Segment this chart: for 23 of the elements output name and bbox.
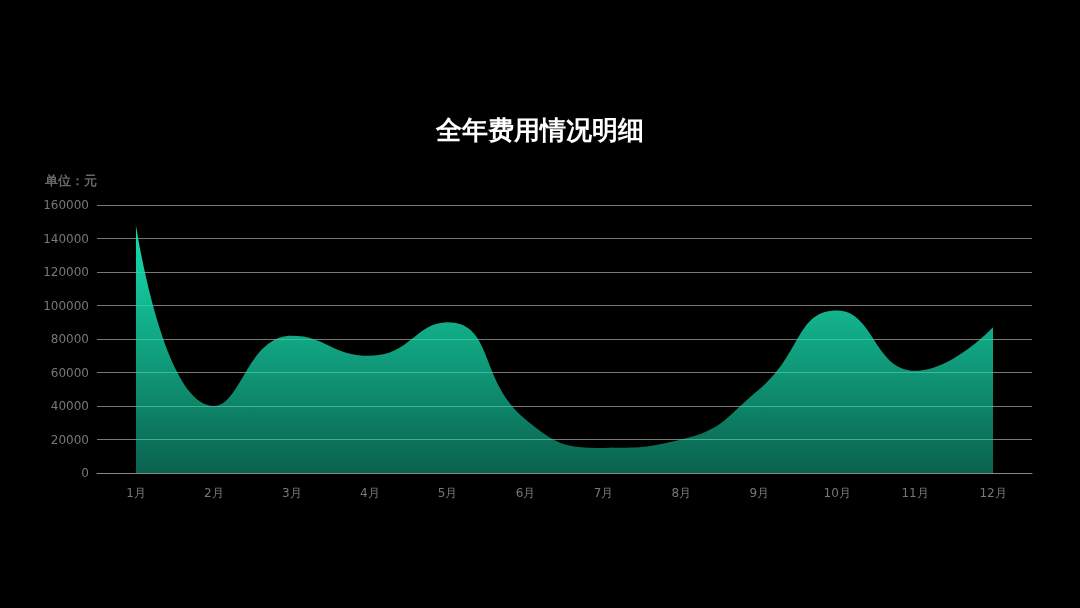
x-tick-label: 4月 <box>359 486 380 500</box>
y-tick-label: 160000 <box>43 198 89 212</box>
y-tick-label: 60000 <box>50 365 89 380</box>
y-tick-label: 100000 <box>43 298 89 313</box>
x-tick-label: 5月 <box>437 486 458 500</box>
y-tick-label: 20000 <box>50 432 89 447</box>
y-axis-title: 单位：元 <box>44 173 97 188</box>
x-tick-label: 3月 <box>281 486 302 500</box>
y-tick-label: 80000 <box>50 332 89 346</box>
x-tick-label: 10月 <box>823 486 851 500</box>
y-tick-label: 0 <box>81 466 89 480</box>
x-tick-label: 6月 <box>515 486 536 500</box>
x-tick-label: 1月 <box>126 486 146 500</box>
x-tick-label: 12月 <box>979 486 1007 500</box>
y-tick-label: 120000 <box>43 265 89 279</box>
x-tick-label: 11月 <box>901 486 929 500</box>
x-tick-label: 2月 <box>204 486 224 500</box>
y-tick-label: 40000 <box>50 399 89 413</box>
chart-title: 全年费用情况明细 <box>435 115 644 145</box>
x-tick-label: 8月 <box>671 486 692 500</box>
y-tick-label: 140000 <box>43 231 89 246</box>
x-tick-label: 9月 <box>749 486 770 500</box>
x-tick-label: 7月 <box>593 486 614 500</box>
